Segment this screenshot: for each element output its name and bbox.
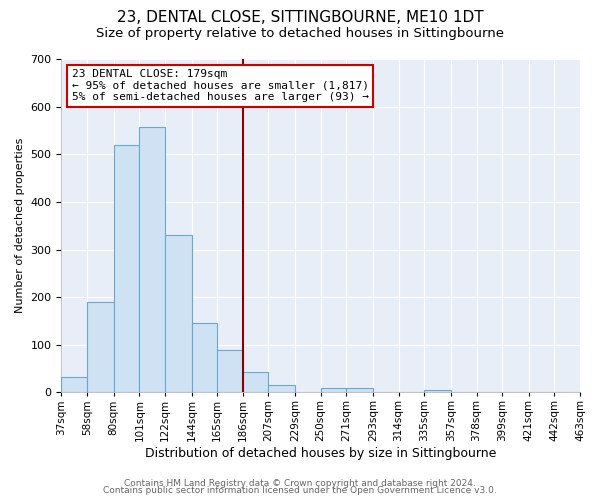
Bar xyxy=(191,324,217,392)
Bar xyxy=(243,372,268,392)
Text: 23, DENTAL CLOSE, SITTINGBOURNE, ME10 1DT: 23, DENTAL CLOSE, SITTINGBOURNE, ME10 1D… xyxy=(116,10,484,25)
Bar xyxy=(87,302,114,392)
Text: 23 DENTAL CLOSE: 179sqm
← 95% of detached houses are smaller (1,817)
5% of semi-: 23 DENTAL CLOSE: 179sqm ← 95% of detache… xyxy=(72,69,369,102)
Bar xyxy=(114,145,139,392)
Bar xyxy=(424,390,451,392)
Text: Contains public sector information licensed under the Open Government Licence v3: Contains public sector information licen… xyxy=(103,486,497,495)
Bar xyxy=(217,350,243,393)
Bar xyxy=(139,127,165,392)
Bar xyxy=(165,235,191,392)
Bar xyxy=(321,388,346,392)
Y-axis label: Number of detached properties: Number of detached properties xyxy=(15,138,25,314)
Text: Size of property relative to detached houses in Sittingbourne: Size of property relative to detached ho… xyxy=(96,28,504,40)
X-axis label: Distribution of detached houses by size in Sittingbourne: Distribution of detached houses by size … xyxy=(145,447,496,460)
Text: Contains HM Land Registry data © Crown copyright and database right 2024.: Contains HM Land Registry data © Crown c… xyxy=(124,478,476,488)
Bar xyxy=(61,376,87,392)
Bar xyxy=(268,385,295,392)
Bar xyxy=(346,388,373,392)
